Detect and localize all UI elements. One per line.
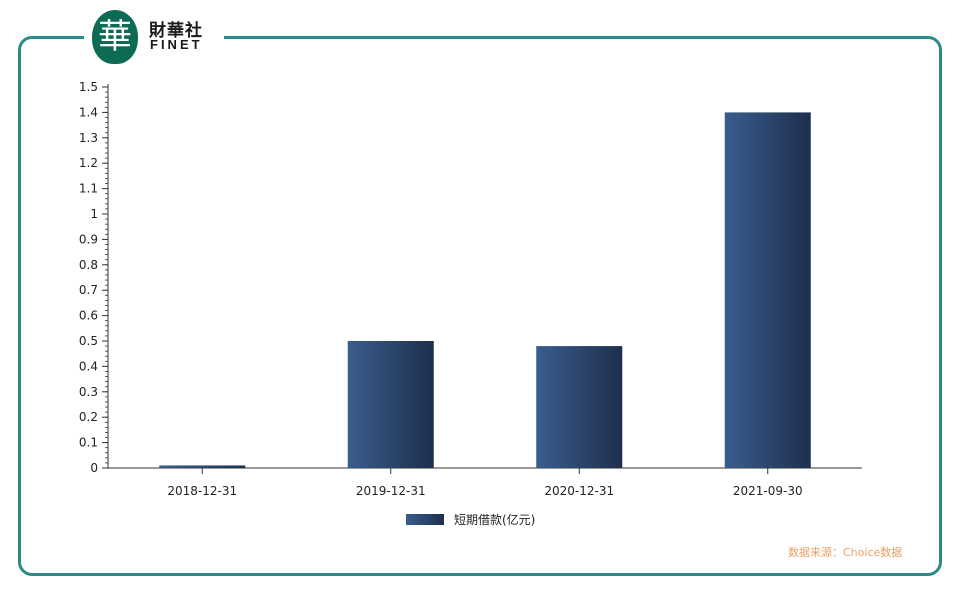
y-tick-label: 0.7 bbox=[79, 283, 98, 297]
legend: 短期借款(亿元) bbox=[406, 512, 535, 527]
x-tick-label: 2020-12-31 bbox=[544, 484, 614, 498]
y-tick-label: 1.2 bbox=[79, 156, 98, 170]
y-tick-label: 1.3 bbox=[79, 131, 98, 145]
bar bbox=[347, 341, 434, 468]
y-tick-label: 0 bbox=[90, 461, 98, 475]
logo-mark-icon: 華 bbox=[92, 10, 138, 64]
bars bbox=[159, 112, 811, 469]
logo-name-cn: 財華社 bbox=[149, 21, 203, 41]
x-tick-label: 2021-09-30 bbox=[733, 484, 803, 498]
y-tick-label: 1 bbox=[90, 207, 98, 221]
y-tick-label: 1.5 bbox=[79, 80, 98, 94]
y-tick-label: 0.6 bbox=[79, 309, 98, 323]
bar bbox=[536, 346, 623, 468]
bar bbox=[159, 465, 246, 468]
y-tick-label: 0.5 bbox=[79, 334, 98, 348]
source-note: 数据来源：Choice数据 bbox=[788, 546, 903, 559]
x-tick-label: 2019-12-31 bbox=[356, 484, 426, 498]
y-tick-label: 0.9 bbox=[79, 232, 98, 246]
bar bbox=[724, 112, 811, 469]
legend-swatch bbox=[406, 514, 444, 525]
x-axis: 2018-12-31 2019-12-31 2020-12-31 2021-09-30 bbox=[108, 467, 862, 498]
y-tick-label: 0.1 bbox=[79, 436, 98, 450]
y-tick-label: 1.4 bbox=[79, 105, 98, 119]
logo-name-en: FINET bbox=[150, 37, 203, 52]
y-tick-label: 0.4 bbox=[79, 359, 98, 373]
x-tick-label: 2018-12-31 bbox=[167, 484, 237, 498]
y-tick-label: 0.3 bbox=[79, 385, 98, 399]
y-tick-label: 1.1 bbox=[79, 182, 98, 196]
y-tick-label: 0.8 bbox=[79, 258, 98, 272]
y-tick-label: 0.2 bbox=[79, 410, 98, 424]
y-axis: 0 0.1 0.2 0.3 0.4 0.5 0.6 0.7 0.8 0.9 1 1.1 1.2 1.3 1.… bbox=[79, 80, 109, 475]
legend-label: 短期借款(亿元) bbox=[454, 512, 535, 527]
